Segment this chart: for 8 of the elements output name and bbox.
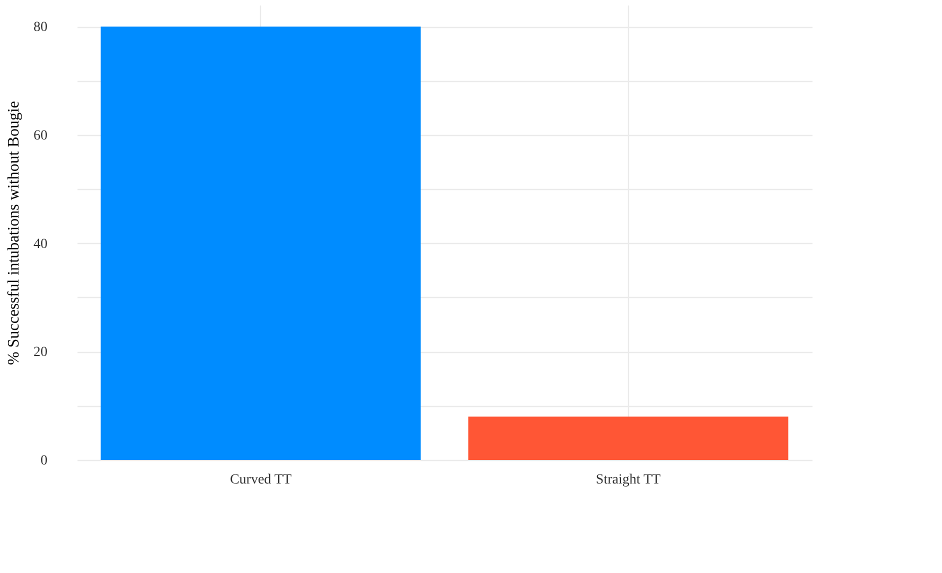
y-tick-label: 60 [34, 128, 48, 144]
y-tick-label: 40 [34, 236, 48, 252]
x-tick-label: Straight TT [596, 472, 662, 488]
y-tick-label: 0 [40, 454, 48, 468]
y-tick-label: 80 [34, 20, 48, 36]
y-axis-title: % Successful intubations without Bougie [6, 101, 22, 365]
y-tick-label: 20 [34, 345, 48, 360]
x-tick-label: Curved TT [230, 472, 292, 488]
